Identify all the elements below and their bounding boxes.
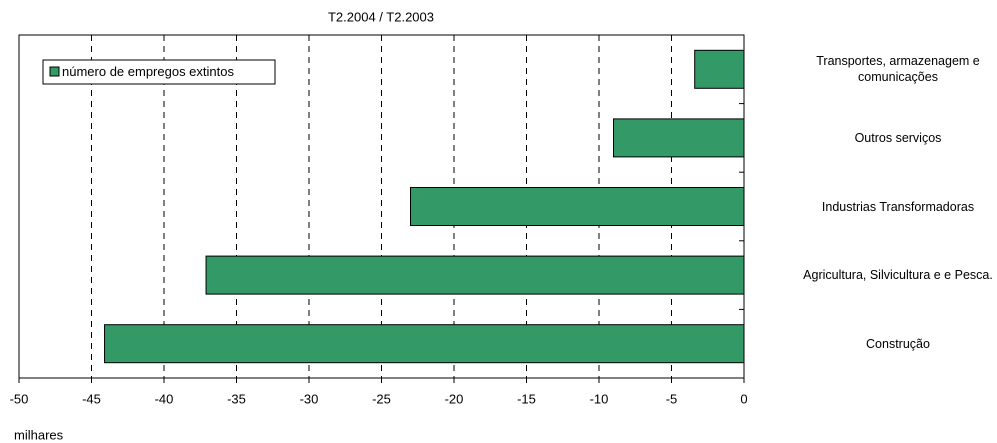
x-tick-label: -45 — [82, 391, 101, 406]
x-tick-label: -20 — [445, 391, 464, 406]
legend: número de empregos extintos — [42, 59, 276, 85]
x-tick-label: 0 — [740, 391, 747, 406]
x-tick-label: -30 — [300, 391, 319, 406]
legend-label: número de empregos extintos — [62, 64, 234, 79]
y-tick-label: Industrias Transformadoras — [821, 199, 975, 214]
legend-swatch — [49, 66, 60, 77]
bar — [205, 255, 745, 295]
x-tick-label: -35 — [227, 391, 246, 406]
bar — [410, 187, 745, 226]
bar — [694, 49, 745, 89]
bar — [613, 118, 745, 158]
x-axis-label: milhares — [14, 427, 64, 442]
y-tick-label: Outros serviços — [854, 130, 942, 145]
y-tick-label: Construção — [866, 336, 930, 351]
y-tick-label: Agricultura, Silvicultura e e Pesca. — [803, 268, 993, 283]
x-tick-label: -40 — [155, 391, 174, 406]
legend-box — [42, 59, 276, 85]
x-tick-label: -15 — [517, 391, 536, 406]
x-tick-label: -10 — [590, 391, 609, 406]
x-tick-label: -5 — [666, 391, 678, 406]
bar — [104, 324, 745, 364]
x-tick-label: -50 — [10, 391, 29, 406]
x-tick-label: -25 — [372, 391, 391, 406]
y-tick-label: Transportes, armazenagem e comunicações — [816, 54, 980, 85]
chart-title: T2.2004 / T2.2003 — [328, 9, 434, 24]
